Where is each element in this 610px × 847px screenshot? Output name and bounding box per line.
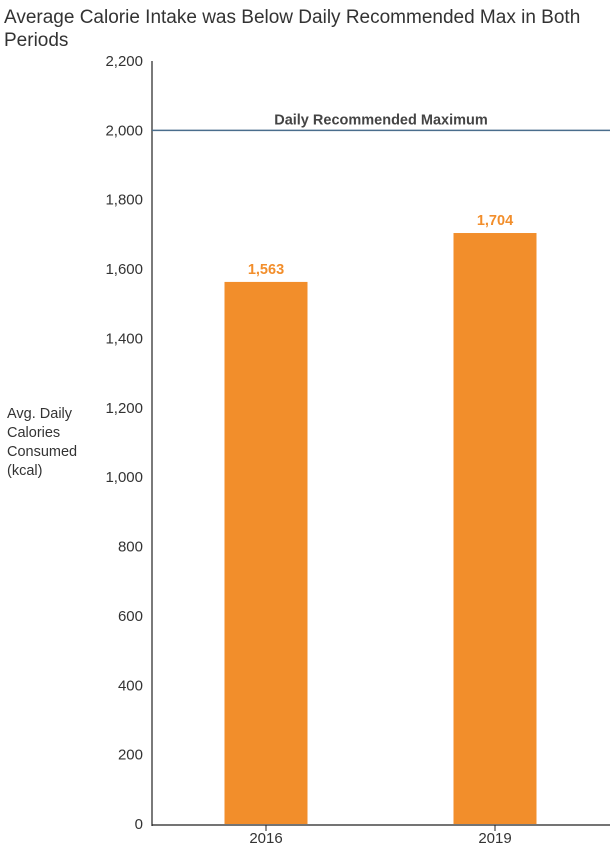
y-tick-label: 1,200: [105, 400, 143, 417]
y-tick-label: 1,600: [105, 261, 143, 278]
y-tick-label: 1,000: [105, 469, 143, 486]
reference-line-label: Daily Recommended Maximum: [274, 112, 488, 128]
y-tick-label: 400: [118, 677, 143, 694]
y-tick-label: 2,000: [105, 122, 143, 139]
bar-2019: [453, 233, 537, 824]
y-tick-label: 600: [118, 608, 143, 625]
y-tick-label: 2,200: [105, 53, 143, 70]
bar-2016: [224, 281, 308, 824]
data-label-2016: 1,563: [248, 262, 284, 278]
y-axis-title: Avg. Daily Calories Consumed (kcal): [7, 406, 78, 479]
y-tick-label: 1,800: [105, 192, 143, 209]
x-tick-label-2019: 2019: [478, 830, 511, 847]
x-tick-label-2016: 2016: [249, 830, 282, 847]
y-tick-label: 1,400: [105, 330, 143, 347]
y-tick-label: 200: [118, 747, 143, 764]
y-tick-label: 800: [118, 539, 143, 556]
data-label-2019: 1,704: [477, 213, 513, 229]
y-tick-label: 0: [135, 816, 143, 833]
chart-title: Average Calorie Intake was Below Daily R…: [4, 7, 581, 51]
